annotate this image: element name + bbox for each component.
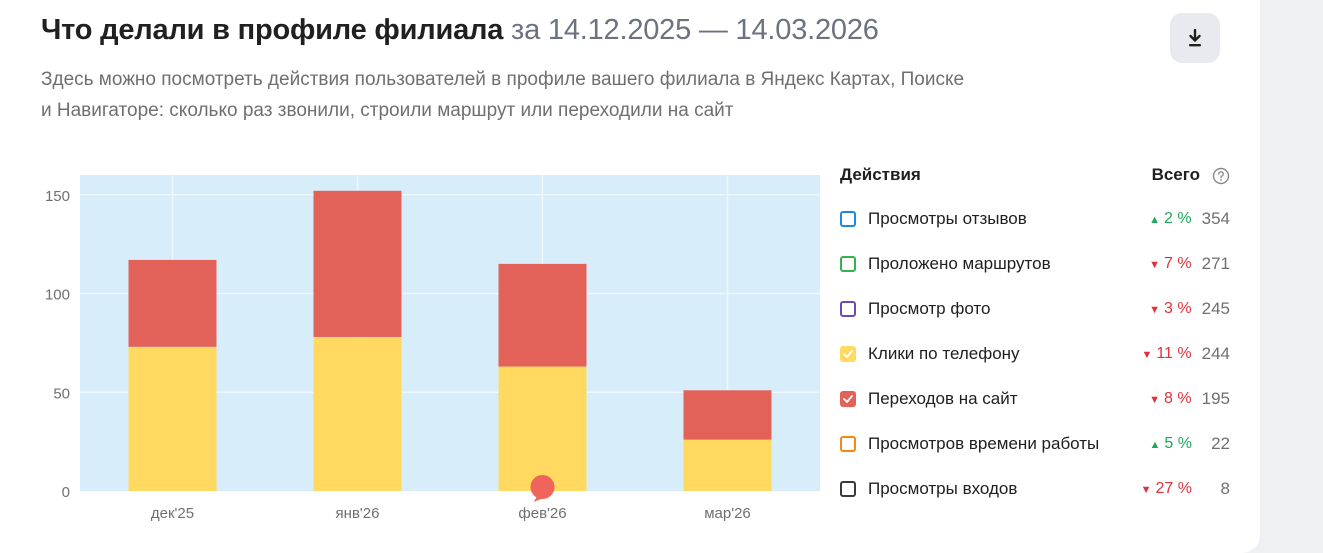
triangle-down-icon: ▼	[1141, 349, 1153, 361]
legend-checkbox[interactable]	[840, 346, 856, 362]
actions-legend: Действия Всего Просмотры отзывов ▲ 2 % 354 П…	[840, 160, 1230, 520]
legend-item-label: Просмотр фото	[868, 299, 991, 318]
delta-value: 27 %	[1155, 480, 1192, 497]
legend-item-label: Просмотры отзывов	[868, 209, 1027, 228]
stacked-bar-chart: 0 50 100 150 дек'25 янв'26 фев'26 мар'26	[45, 175, 820, 522]
legend-item-entrance-views[interactable]: Просмотры входов ▼ 27 % 8	[840, 474, 1230, 504]
y-tick-label: 0	[62, 484, 70, 501]
legend-item-total: 195	[1201, 389, 1230, 408]
triangle-down-icon: ▼	[1149, 259, 1161, 271]
legend-item-label: Клики по телефону	[868, 344, 1020, 363]
delta-value: 2 %	[1164, 210, 1192, 227]
actions-card: Что делали в профиле филиала за 14.12.20…	[0, 0, 1260, 553]
title-text: Что делали в профиле филиала	[41, 14, 504, 46]
x-tick-label: янв'26	[336, 505, 380, 522]
legend-checkbox[interactable]	[840, 256, 856, 272]
legend-item-delta: ▼ 8 %	[1149, 390, 1191, 408]
triangle-up-icon: ▲	[1149, 214, 1161, 226]
checkmark-icon	[843, 395, 853, 403]
y-tick-label: 50	[53, 385, 70, 402]
legend-item-total: 22	[1211, 434, 1230, 453]
page-subtitle: Здесь можно посмотреть действия пользова…	[41, 64, 1041, 126]
legend-item-hours-views[interactable]: Просмотров времени работы ▲ 5 % 22	[840, 429, 1230, 459]
legend-item-label: Переходов на сайт	[868, 389, 1018, 408]
legend-item-total: 354	[1201, 209, 1230, 228]
triangle-down-icon: ▼	[1149, 304, 1161, 316]
legend-header-total: Всего	[1151, 165, 1200, 184]
download-icon	[1189, 29, 1201, 47]
legend-item-delta: ▼ 3 %	[1149, 300, 1191, 318]
legend-checkbox[interactable]	[840, 391, 856, 407]
y-tick-label: 150	[45, 188, 70, 205]
legend-item-routes-built[interactable]: Проложено маршрутов ▼ 7 % 271	[840, 249, 1230, 279]
bar-site-visits	[128, 259, 217, 347]
bar-phone-clicks	[128, 346, 217, 491]
legend-item-label: Проложено маршрутов	[868, 254, 1051, 273]
delta-value: 7 %	[1164, 255, 1192, 272]
legend-item-site-visits[interactable]: Переходов на сайт ▼ 8 % 195	[840, 384, 1230, 414]
legend-item-total: 271	[1201, 254, 1230, 273]
legend-checkbox[interactable]	[840, 436, 856, 452]
bar-phone-clicks	[313, 336, 402, 491]
legend-item-total: 244	[1201, 344, 1230, 363]
delta-value: 8 %	[1164, 390, 1192, 407]
subtitle-line-1: Здесь можно посмотреть действия пользова…	[41, 69, 965, 90]
x-tick-label: фев'26	[518, 505, 566, 522]
legend-item-photo-views[interactable]: Просмотр фото ▼ 3 % 245	[840, 294, 1230, 324]
legend-item-phone-clicks[interactable]: Клики по телефону ▼ 11 % 244	[840, 339, 1230, 369]
legend-item-total: 245	[1201, 299, 1230, 318]
subtitle-line-2: и Навигаторе: сколько раз звонили, строи…	[41, 100, 734, 121]
legend-item-reviews-views[interactable]: Просмотры отзывов ▲ 2 % 354	[840, 204, 1230, 234]
x-tick-label: мар'26	[704, 505, 751, 522]
date-range: за 14.12.2025 — 14.03.2026	[511, 14, 879, 46]
download-button[interactable]	[1170, 13, 1220, 63]
bar-site-visits	[313, 190, 402, 337]
triangle-down-icon: ▼	[1140, 484, 1152, 496]
x-tick-label: дек'25	[151, 505, 194, 522]
delta-value: 5 %	[1164, 435, 1192, 452]
legend-checkbox[interactable]	[840, 301, 856, 317]
legend-item-delta: ▲ 2 %	[1149, 210, 1191, 228]
legend-item-delta: ▲ 5 %	[1150, 435, 1192, 453]
question-circle-icon[interactable]	[1212, 167, 1230, 185]
delta-value: 3 %	[1164, 300, 1192, 317]
triangle-down-icon: ▼	[1149, 394, 1161, 406]
y-tick-label: 100	[45, 287, 70, 304]
bar-phone-clicks	[498, 366, 587, 491]
legend-item-delta: ▼ 7 %	[1149, 255, 1191, 273]
legend-item-delta: ▼ 11 %	[1141, 345, 1191, 363]
bar-site-visits	[683, 390, 772, 440]
page-title: Что делали в профиле филиала за 14.12.20…	[41, 14, 879, 47]
legend-item-label: Просмотры входов	[868, 479, 1018, 498]
event-marker-icon[interactable]	[530, 475, 555, 502]
checkmark-icon	[843, 350, 853, 358]
triangle-up-icon: ▲	[1149, 439, 1161, 451]
delta-value: 11 %	[1156, 345, 1192, 362]
legend-checkbox[interactable]	[840, 211, 856, 227]
bar-phone-clicks	[683, 439, 772, 491]
bar-site-visits	[498, 263, 587, 367]
legend-header-actions: Действия	[840, 165, 921, 184]
legend-item-total: 8	[1220, 479, 1230, 498]
legend-item-delta: ▼ 27 %	[1141, 480, 1192, 498]
legend-checkbox[interactable]	[840, 481, 856, 497]
legend-item-label: Просмотров времени работы	[868, 434, 1100, 453]
legend-header: Действия Всего	[840, 165, 1230, 187]
